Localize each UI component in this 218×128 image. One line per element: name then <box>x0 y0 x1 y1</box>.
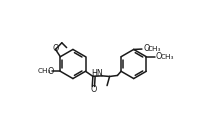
Text: CH₃: CH₃ <box>37 68 51 74</box>
Text: HN: HN <box>92 69 103 78</box>
Text: O: O <box>47 67 54 76</box>
Text: O: O <box>90 85 97 94</box>
Text: CH₃: CH₃ <box>161 54 174 60</box>
Text: O: O <box>156 52 162 61</box>
Text: O: O <box>143 44 150 53</box>
Text: O: O <box>53 44 59 53</box>
Text: CH₃: CH₃ <box>148 46 162 52</box>
